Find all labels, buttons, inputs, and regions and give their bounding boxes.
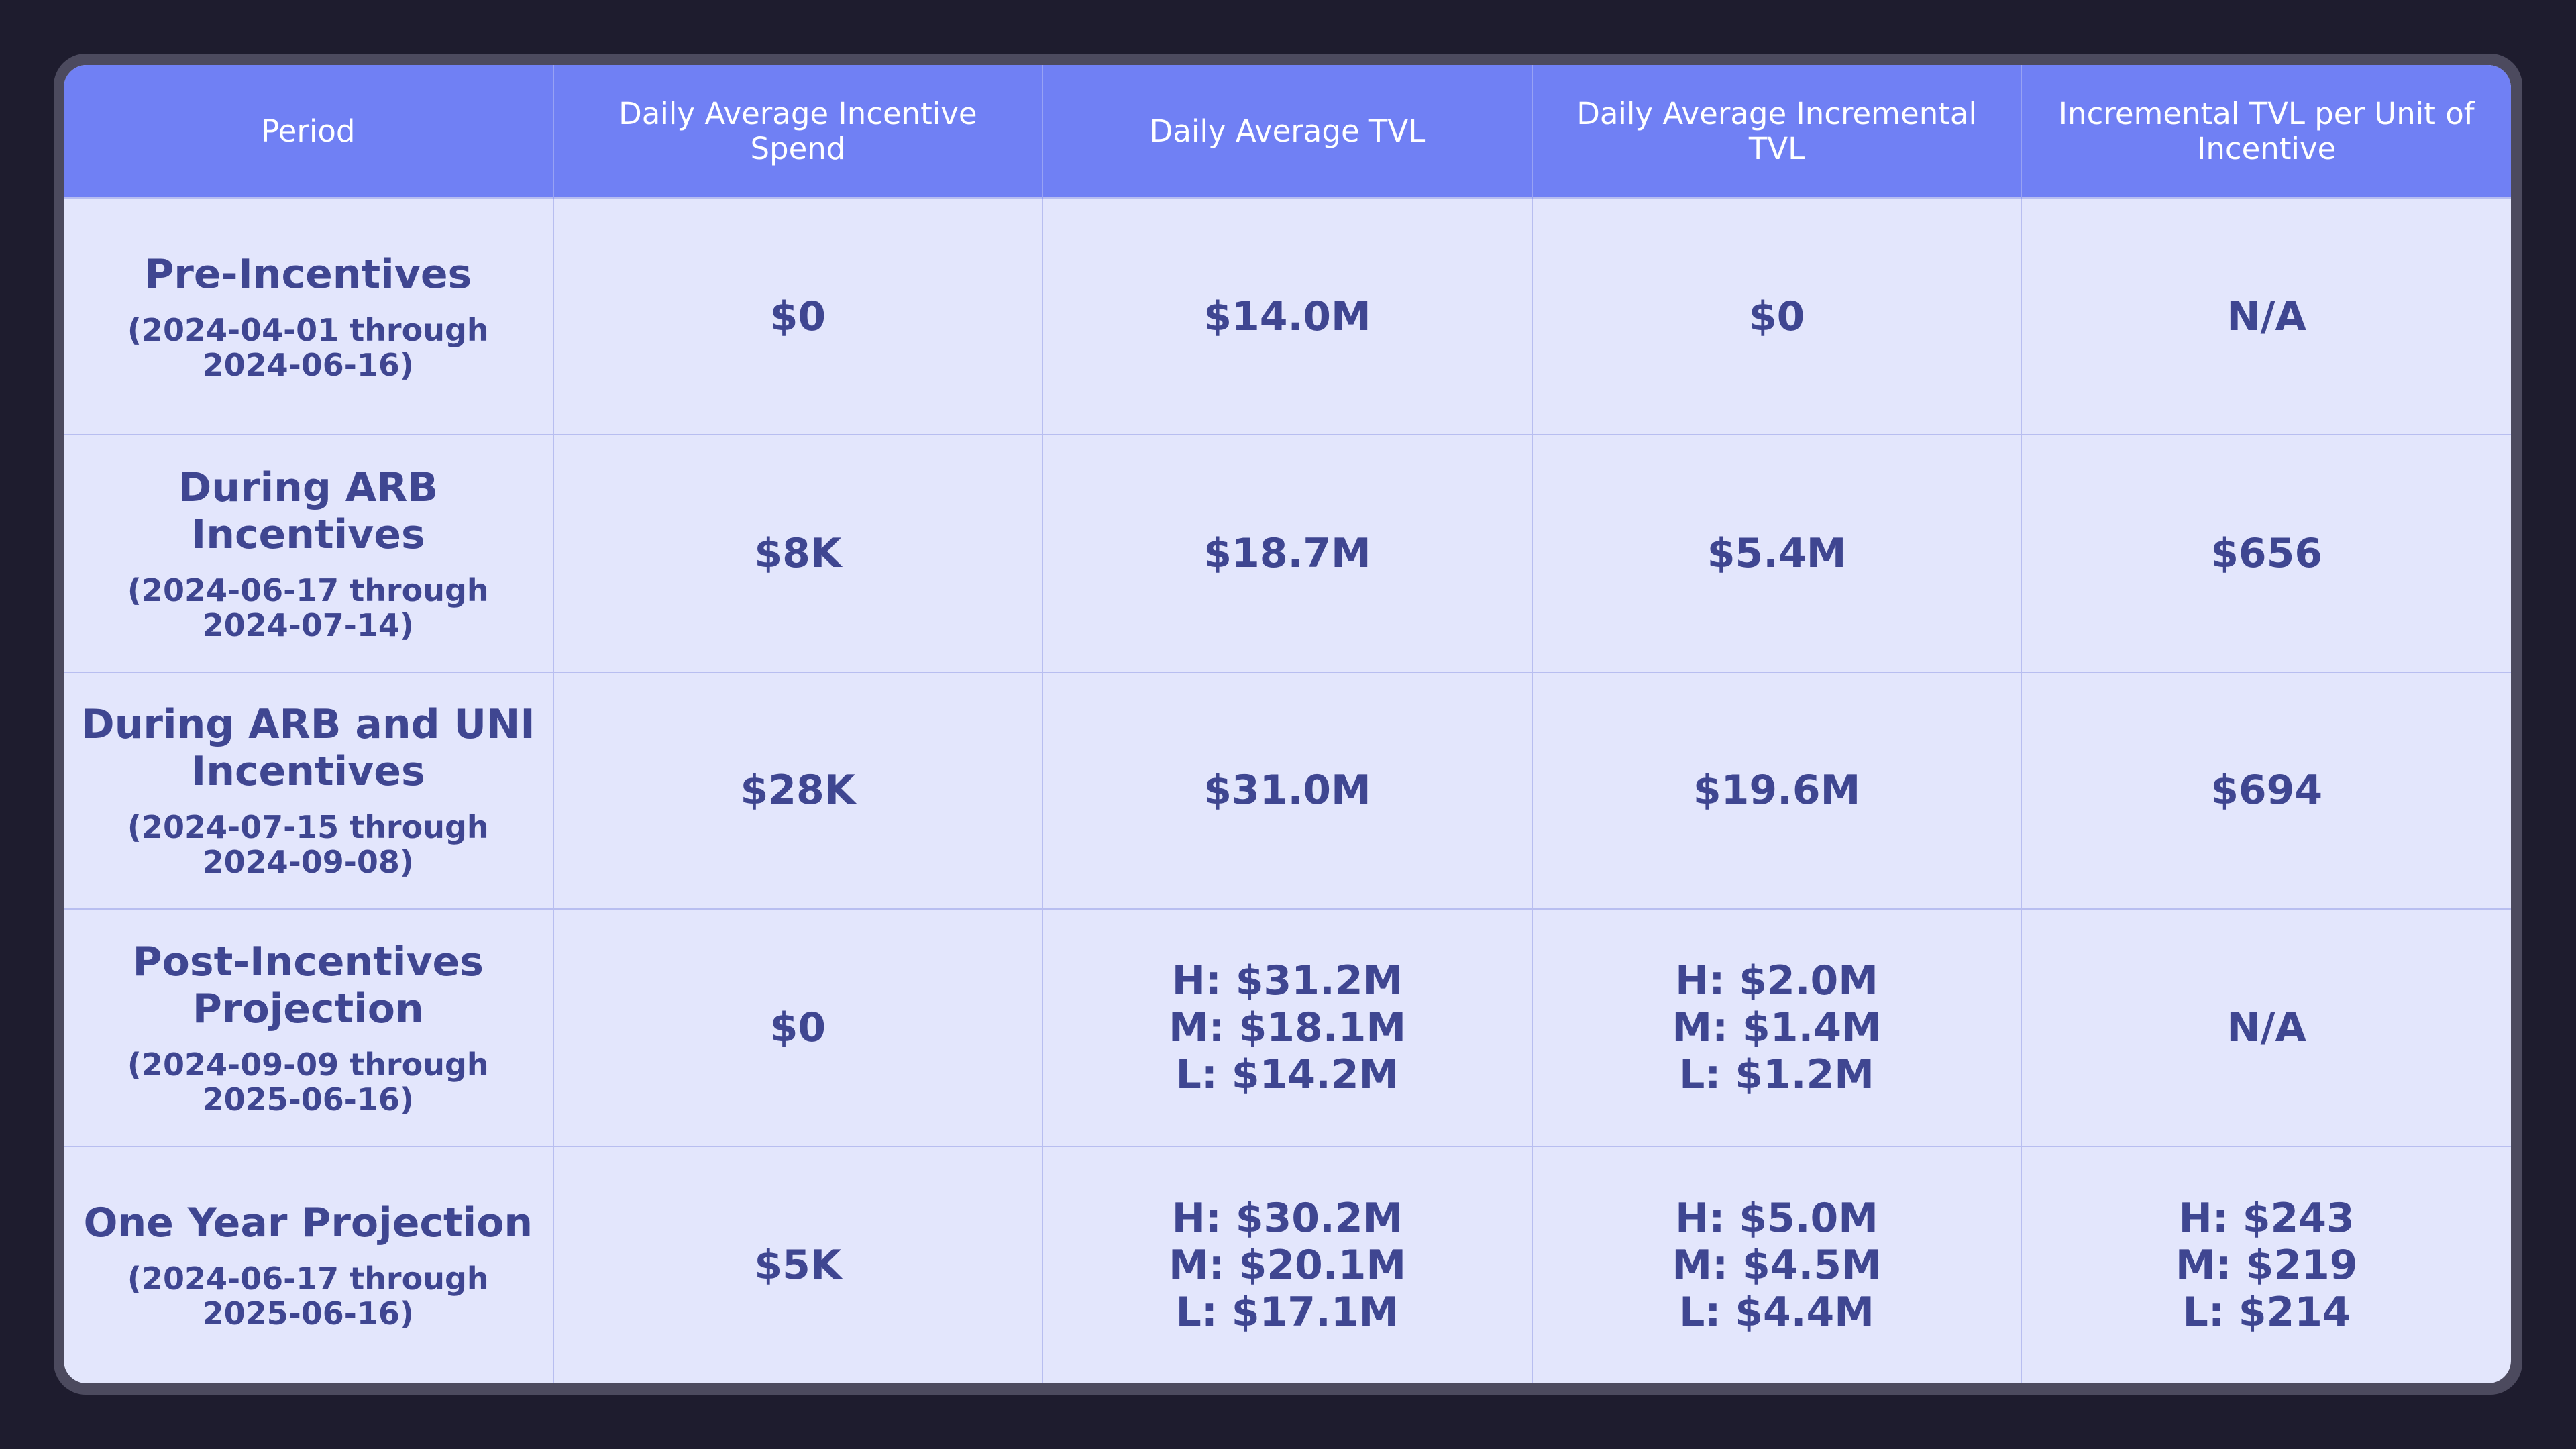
table-row: Post-Incentives Projection (2024-09-09 th… — [64, 908, 2511, 1146]
tvl-cell: $18.7M — [1042, 434, 1533, 672]
table-row: During ARB Incentives (2024-06-17 through… — [64, 434, 2511, 672]
cell-value: $8K — [754, 530, 842, 578]
period-date-range: (2024-09-09 through 2025-06-16) — [127, 1046, 489, 1118]
period-name: During ARB Incentives — [178, 464, 439, 559]
header-tvl: Daily Average TVL — [1042, 65, 1533, 198]
cell-value: L: $14.2M — [1175, 1051, 1399, 1098]
cell-value: $694 — [2210, 767, 2323, 814]
cell-value: $19.6M — [1693, 767, 1861, 814]
period-cell: Post-Incentives Projection (2024-09-09 th… — [64, 908, 554, 1146]
cell-value: L: $17.1M — [1175, 1288, 1399, 1336]
header-row: Period Daily Average Incentive Spend Dai… — [64, 65, 2511, 198]
cell-value: M: $18.1M — [1168, 1004, 1407, 1051]
cell-value: H: $5.0M — [1675, 1194, 1878, 1242]
cell-value: $656 — [2210, 530, 2323, 578]
table-row: During ARB and UNI Incentives (2024-07-15… — [64, 671, 2511, 910]
cell-value: $0 — [769, 292, 826, 340]
tvl-per-unit-cell: $694 — [2021, 671, 2511, 910]
cell-value: M: $1.4M — [1672, 1004, 1882, 1051]
period-cell: One Year Projection (2024-06-17 through 2… — [64, 1145, 554, 1383]
cell-value: H: $2.0M — [1675, 957, 1878, 1004]
table-row: One Year Projection (2024-06-17 through 2… — [64, 1145, 2511, 1383]
incentive-spend-cell: $28K — [553, 671, 1044, 910]
period-name: Post-Incentives Projection — [132, 938, 484, 1032]
tvl-cell: H: $30.2M M: $20.1M L: $17.1M — [1042, 1145, 1533, 1383]
period-date-range: (2024-04-01 through 2024-06-16) — [127, 311, 489, 383]
cell-value: L: $1.2M — [1679, 1051, 1874, 1098]
period-cell: Pre-Incentives (2024-04-01 through 2024-0… — [64, 197, 554, 435]
cell-value: $31.0M — [1203, 767, 1371, 814]
cell-value: $5.4M — [1707, 530, 1847, 578]
period-name: During ARB and UNI Incentives — [80, 701, 535, 796]
tvl-per-unit-cell: N/A — [2021, 908, 2511, 1146]
cell-value: $14.0M — [1203, 292, 1371, 340]
period-name: Pre-Incentives — [144, 250, 472, 298]
cell-value: M: $4.5M — [1672, 1241, 1882, 1289]
period-cell: During ARB and UNI Incentives (2024-07-15… — [64, 671, 554, 910]
period-date-range: (2024-07-15 through 2024-09-08) — [127, 809, 489, 881]
tvl-per-unit-cell: N/A — [2021, 197, 2511, 435]
cell-value: M: $219 — [2175, 1241, 2358, 1289]
tvl-cell: H: $31.2M M: $18.1M L: $14.2M — [1042, 908, 1533, 1146]
tvl-cell: $31.0M — [1042, 671, 1533, 910]
cell-value: L: $4.4M — [1679, 1288, 1874, 1336]
tvl-per-unit-cell: H: $243 M: $219 L: $214 — [2021, 1145, 2511, 1383]
cell-value: $18.7M — [1203, 530, 1371, 578]
table-row: Pre-Incentives (2024-04-01 through 2024-0… — [64, 197, 2511, 435]
incremental-tvl-cell: $0 — [1532, 197, 2023, 435]
period-date-range: (2024-06-17 through 2025-06-16) — [127, 1260, 489, 1332]
header-incremental-tvl: Daily Average Incremental TVL — [1532, 65, 2023, 198]
tvl-per-unit-cell: $656 — [2021, 434, 2511, 672]
incentive-spend-cell: $5K — [553, 1145, 1044, 1383]
incremental-tvl-cell: H: $2.0M M: $1.4M L: $1.2M — [1532, 908, 2023, 1146]
cell-value: $5K — [754, 1241, 842, 1289]
cell-value: H: $31.2M — [1171, 957, 1403, 1004]
incremental-tvl-cell: $5.4M — [1532, 434, 2023, 672]
incremental-tvl-cell: $19.6M — [1532, 671, 2023, 910]
cell-value: N/A — [2226, 1004, 2306, 1051]
cell-value: $0 — [1748, 292, 1805, 340]
cell-value: N/A — [2226, 292, 2306, 340]
incremental-tvl-cell: H: $5.0M M: $4.5M L: $4.4M — [1532, 1145, 2023, 1383]
header-tvl-per-unit: Incremental TVL per Unit of Incentive — [2021, 65, 2511, 198]
incentive-table-container: Period Daily Average Incentive Spend Dai… — [64, 65, 2511, 1383]
cell-value: H: $243 — [2178, 1194, 2355, 1242]
period-name: One Year Projection — [83, 1199, 533, 1246]
incentive-spend-cell: $8K — [553, 434, 1044, 672]
incentive-spend-cell: $0 — [553, 197, 1044, 435]
table-body: Pre-Incentives (2024-04-01 through 2024-0… — [64, 197, 2511, 1383]
incentive-spend-cell: $0 — [553, 908, 1044, 1146]
cell-value: L: $214 — [2182, 1288, 2351, 1336]
cell-value: $0 — [769, 1004, 826, 1051]
header-period: Period — [64, 65, 554, 198]
incentive-table: Period Daily Average Incentive Spend Dai… — [64, 65, 2511, 1383]
header-incentive-spend: Daily Average Incentive Spend — [553, 65, 1044, 198]
cell-value: M: $20.1M — [1168, 1241, 1407, 1289]
tvl-cell: $14.0M — [1042, 197, 1533, 435]
cell-value: H: $30.2M — [1171, 1194, 1403, 1242]
table-header: Period Daily Average Incentive Spend Dai… — [64, 65, 2511, 198]
period-cell: During ARB Incentives (2024-06-17 through… — [64, 434, 554, 672]
cell-value: $28K — [740, 767, 856, 814]
period-date-range: (2024-06-17 through 2024-07-14) — [127, 572, 489, 644]
